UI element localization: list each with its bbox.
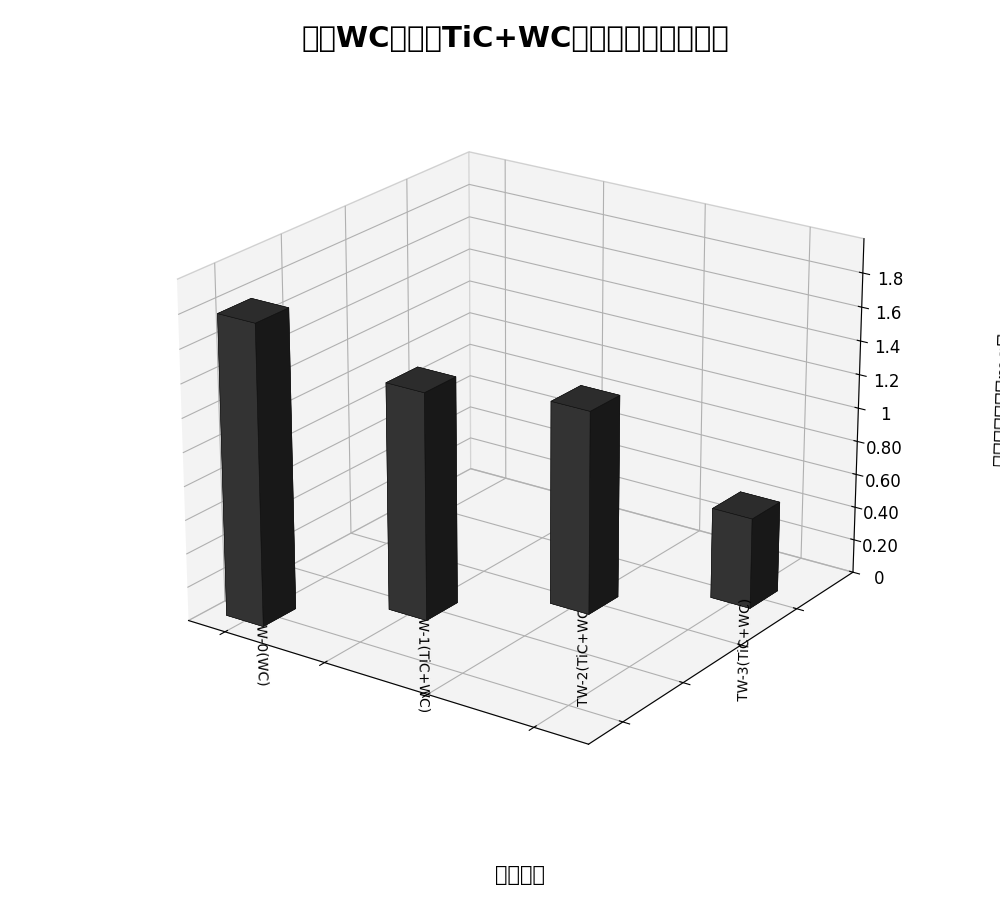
Title: 单一WC增强与TiC+WC复合增强磨损量对比: 单一WC增强与TiC+WC复合增强磨损量对比 xyxy=(301,25,729,53)
Text: 涂层类型: 涂层类型 xyxy=(495,864,545,884)
